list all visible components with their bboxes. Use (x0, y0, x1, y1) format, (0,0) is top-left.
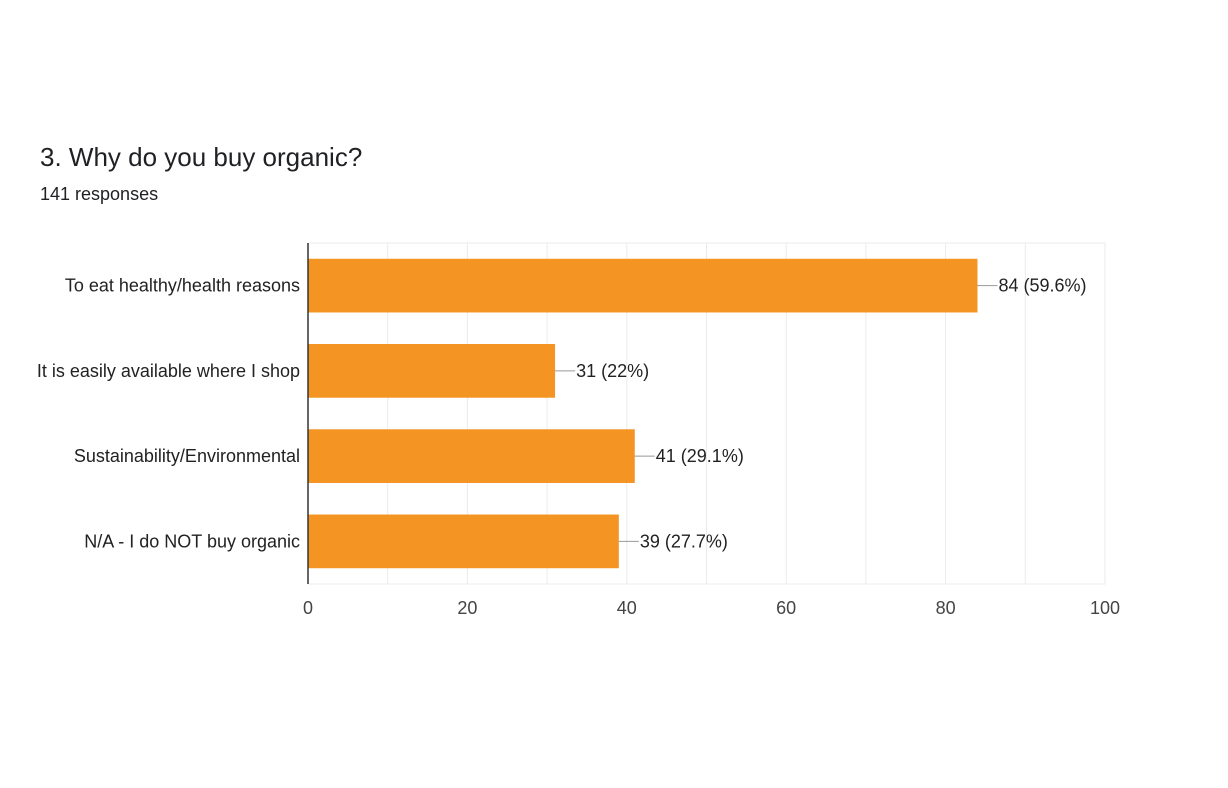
response-count: 141 responses (40, 184, 159, 204)
bar-1 (308, 258, 978, 313)
bar-2 (308, 344, 556, 398)
x-tick-label: 20 (457, 598, 477, 618)
category-label: N/A - I do NOT buy organic (84, 531, 300, 551)
x-tick-label: 80 (936, 598, 956, 618)
question-title: 3. Why do you buy organic? (40, 142, 363, 172)
bar-4 (308, 514, 619, 569)
bar-3 (308, 429, 635, 483)
x-tick-label: 0 (303, 598, 313, 618)
x-tick-label: 60 (776, 598, 796, 618)
data-label: 31 (22%) (576, 361, 649, 381)
x-tick-label: 40 (617, 598, 637, 618)
data-label: 39 (27.7%) (640, 531, 728, 551)
x-tick-label: 100 (1090, 598, 1120, 618)
category-label: To eat healthy/health reasons (65, 276, 300, 296)
category-label: It is easily available where I shop (37, 361, 300, 381)
data-label: 84 (59.6%) (998, 276, 1086, 296)
category-label: Sustainability/Environmental (74, 446, 300, 466)
data-label: 41 (29.1%) (656, 446, 744, 466)
